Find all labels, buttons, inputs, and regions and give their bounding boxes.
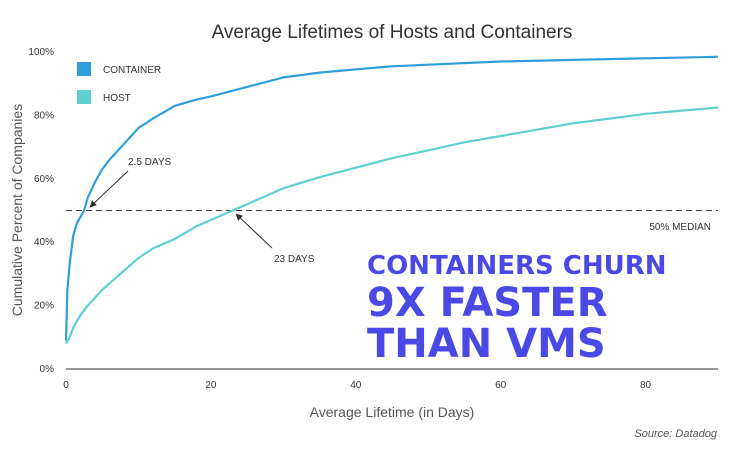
x-tick-label: 60 bbox=[495, 380, 507, 391]
legend-swatch-container bbox=[77, 62, 91, 76]
legend-swatch-host bbox=[77, 90, 91, 104]
y-tick-label: 40% bbox=[34, 237, 54, 248]
y-axis-label: Cumulative Percent of Companies bbox=[9, 104, 25, 316]
y-tick-label: 100% bbox=[28, 47, 54, 58]
y-tick-label: 80% bbox=[34, 110, 54, 121]
median-label: 50% MEDIAN bbox=[649, 222, 711, 233]
series-line-container bbox=[64, 55, 719, 341]
x-tick-label: 20 bbox=[205, 380, 217, 391]
y-tick-label: 0% bbox=[40, 364, 55, 375]
y-axis-ticks: 0% 20% 40% 60% 80% 100% bbox=[28, 47, 54, 375]
chart-title: Average Lifetimes of Hosts and Container… bbox=[212, 22, 573, 43]
x-tick-label: 0 bbox=[63, 380, 69, 391]
source-note: Source: Datadog bbox=[634, 428, 717, 440]
x-tick-label: 40 bbox=[350, 380, 362, 391]
y-tick-label: 20% bbox=[34, 301, 54, 312]
headline-line-2: 9X FASTER bbox=[367, 280, 608, 326]
headline-line-1: CONTAINERS CHURN bbox=[367, 251, 667, 281]
annotation-label-container-median: 2.5 DAYS bbox=[128, 157, 171, 168]
annotation-arrow-container-median bbox=[89, 170, 129, 208]
legend: CONTAINER HOST bbox=[77, 62, 161, 104]
x-axis-ticks: 0 20 40 60 80 bbox=[63, 380, 651, 391]
y-tick-label: 60% bbox=[34, 174, 54, 185]
annotation-label-host-median: 23 DAYS bbox=[274, 254, 315, 265]
series-lines bbox=[64, 55, 719, 345]
x-tick-label: 80 bbox=[640, 380, 652, 391]
x-axis-label: Average Lifetime (in Days) bbox=[310, 404, 475, 420]
legend-label-container: CONTAINER bbox=[103, 65, 161, 76]
series-line-host bbox=[65, 106, 719, 345]
headline-line-3: THAN VMS bbox=[367, 321, 606, 367]
legend-label-host: HOST bbox=[103, 93, 131, 104]
annotation-arrow-host-median bbox=[235, 213, 273, 249]
